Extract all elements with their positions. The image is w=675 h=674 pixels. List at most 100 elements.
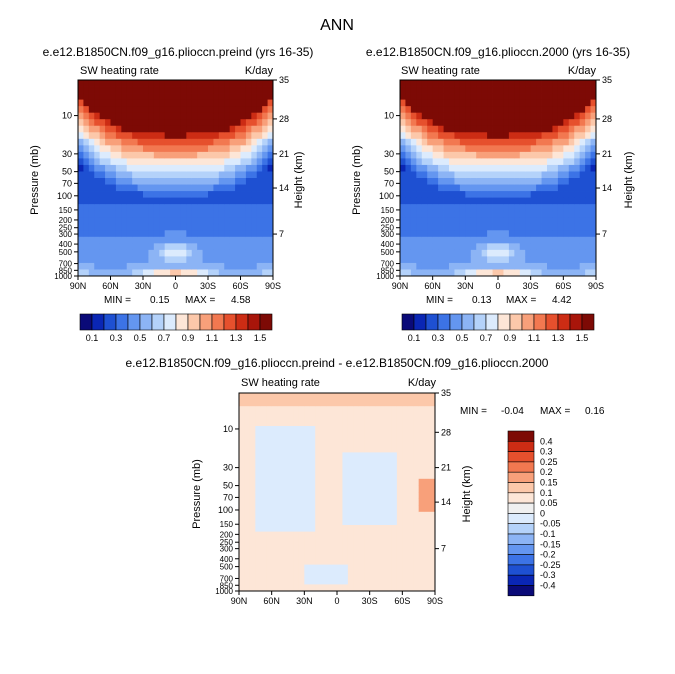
heatmap-cell <box>105 132 111 140</box>
heatmap-cell <box>159 230 166 238</box>
heatmap-cell <box>256 86 263 94</box>
heatmap-cell <box>498 158 504 166</box>
heatmap-cell <box>514 197 521 205</box>
heatmap-cell <box>429 564 436 572</box>
colorbar-swatch <box>127 313 141 331</box>
heatmap-cell <box>552 210 559 218</box>
heatmap-cell <box>438 119 444 127</box>
heatmap-cell <box>391 478 398 486</box>
min-value: -0.04 <box>501 406 524 417</box>
heatmap-cell <box>175 86 182 94</box>
heatmap-cell <box>159 145 166 153</box>
heatmap-cell <box>465 151 472 159</box>
heatmap-cell <box>115 191 122 198</box>
heatmap-cell <box>83 223 90 231</box>
heatmap-cell <box>438 269 444 277</box>
heatmap-cell <box>266 498 273 506</box>
heatmap-cell <box>552 106 559 114</box>
heatmap-cell <box>137 86 144 94</box>
heatmap-cell <box>175 132 182 140</box>
heatmap-cell <box>126 125 133 133</box>
heatmap-cell <box>159 217 166 225</box>
heatmap-cell <box>170 210 176 218</box>
heatmap-cell <box>251 210 258 218</box>
heatmap-cell <box>245 236 252 244</box>
heatmap-cell <box>429 518 436 526</box>
heatmap-cell <box>180 243 187 251</box>
heatmap-cell <box>153 93 160 100</box>
heatmap-cell <box>121 80 128 87</box>
heatmap-cell <box>262 249 268 257</box>
heatmap-cell <box>590 86 597 94</box>
heatmap-cell <box>424 419 430 427</box>
heatmap-cell <box>191 164 198 172</box>
heatmap-cell <box>293 478 300 486</box>
heatmap-cell <box>148 138 155 146</box>
heatmap-cell <box>391 525 398 532</box>
heatmap-cell <box>78 86 84 94</box>
heatmap-cell <box>413 452 420 460</box>
heatmap-cell <box>255 511 262 519</box>
heatmap-cell <box>266 412 273 420</box>
heatmap-cell <box>267 125 274 133</box>
heatmap-cell <box>99 210 106 218</box>
heatmap-cell <box>164 145 171 153</box>
heatmap-cell <box>83 119 90 127</box>
heatmap-cell <box>304 399 311 407</box>
heatmap-cell <box>375 439 381 447</box>
heatmap-cell <box>309 577 316 585</box>
heatmap-cell <box>400 223 406 231</box>
heatmap-cell <box>115 86 122 94</box>
heatmap-cell <box>476 210 483 218</box>
heatmap-cell <box>579 138 586 146</box>
heatmap-cell <box>347 525 354 532</box>
heatmap-cell <box>585 93 591 100</box>
heatmap-cell <box>304 452 311 460</box>
heatmap-cell <box>396 538 403 546</box>
heatmap-cell <box>459 158 466 166</box>
heatmap-cell <box>110 191 117 198</box>
heatmap-cell <box>271 465 278 473</box>
heatmap-cell <box>159 99 166 107</box>
heatmap-cell <box>315 538 322 546</box>
heatmap-cell <box>470 151 477 159</box>
heatmap-cell <box>83 132 90 140</box>
heatmap-cell <box>224 93 231 100</box>
heatmap-cell <box>164 164 171 172</box>
heatmap-cell <box>364 393 371 400</box>
heatmap-cell <box>536 86 542 94</box>
heatmap-cell <box>170 151 176 159</box>
heatmap-cell <box>342 511 349 519</box>
heatmap-cell <box>235 197 241 205</box>
heatmap-cell <box>88 132 95 140</box>
heatmap-cell <box>358 511 365 519</box>
heatmap-cell <box>470 86 477 94</box>
heatmap-cell <box>481 125 488 133</box>
heatmap-cell <box>262 178 268 185</box>
heatmap-cell <box>213 151 220 159</box>
heatmap-cell <box>429 478 436 486</box>
heatmap-cell <box>224 138 231 146</box>
heatmap-cell <box>438 178 444 185</box>
heatmap-cell <box>197 145 203 153</box>
heatmap-cell <box>508 119 515 127</box>
heatmap-cell <box>481 184 488 192</box>
heatmap-cell <box>342 577 349 585</box>
heatmap-cell <box>353 478 360 486</box>
heatmap-cell <box>514 93 521 100</box>
heatmap-cell <box>121 223 128 231</box>
heatmap-cell <box>449 132 455 140</box>
heatmap-cell <box>342 492 349 499</box>
heatmap-cell <box>153 262 160 270</box>
heatmap-cell <box>88 164 95 172</box>
heatmap-cell <box>251 171 258 179</box>
heatmap-cell <box>476 243 483 251</box>
heatmap-cell <box>459 178 466 185</box>
heatmap-cell <box>105 125 111 133</box>
heatmap-cell <box>110 243 117 251</box>
heatmap-cell <box>380 485 387 493</box>
heatmap-cell <box>99 269 106 277</box>
heatmap-cell <box>530 112 537 120</box>
heatmap-cell <box>476 223 483 231</box>
heatmap-cell <box>407 426 414 433</box>
